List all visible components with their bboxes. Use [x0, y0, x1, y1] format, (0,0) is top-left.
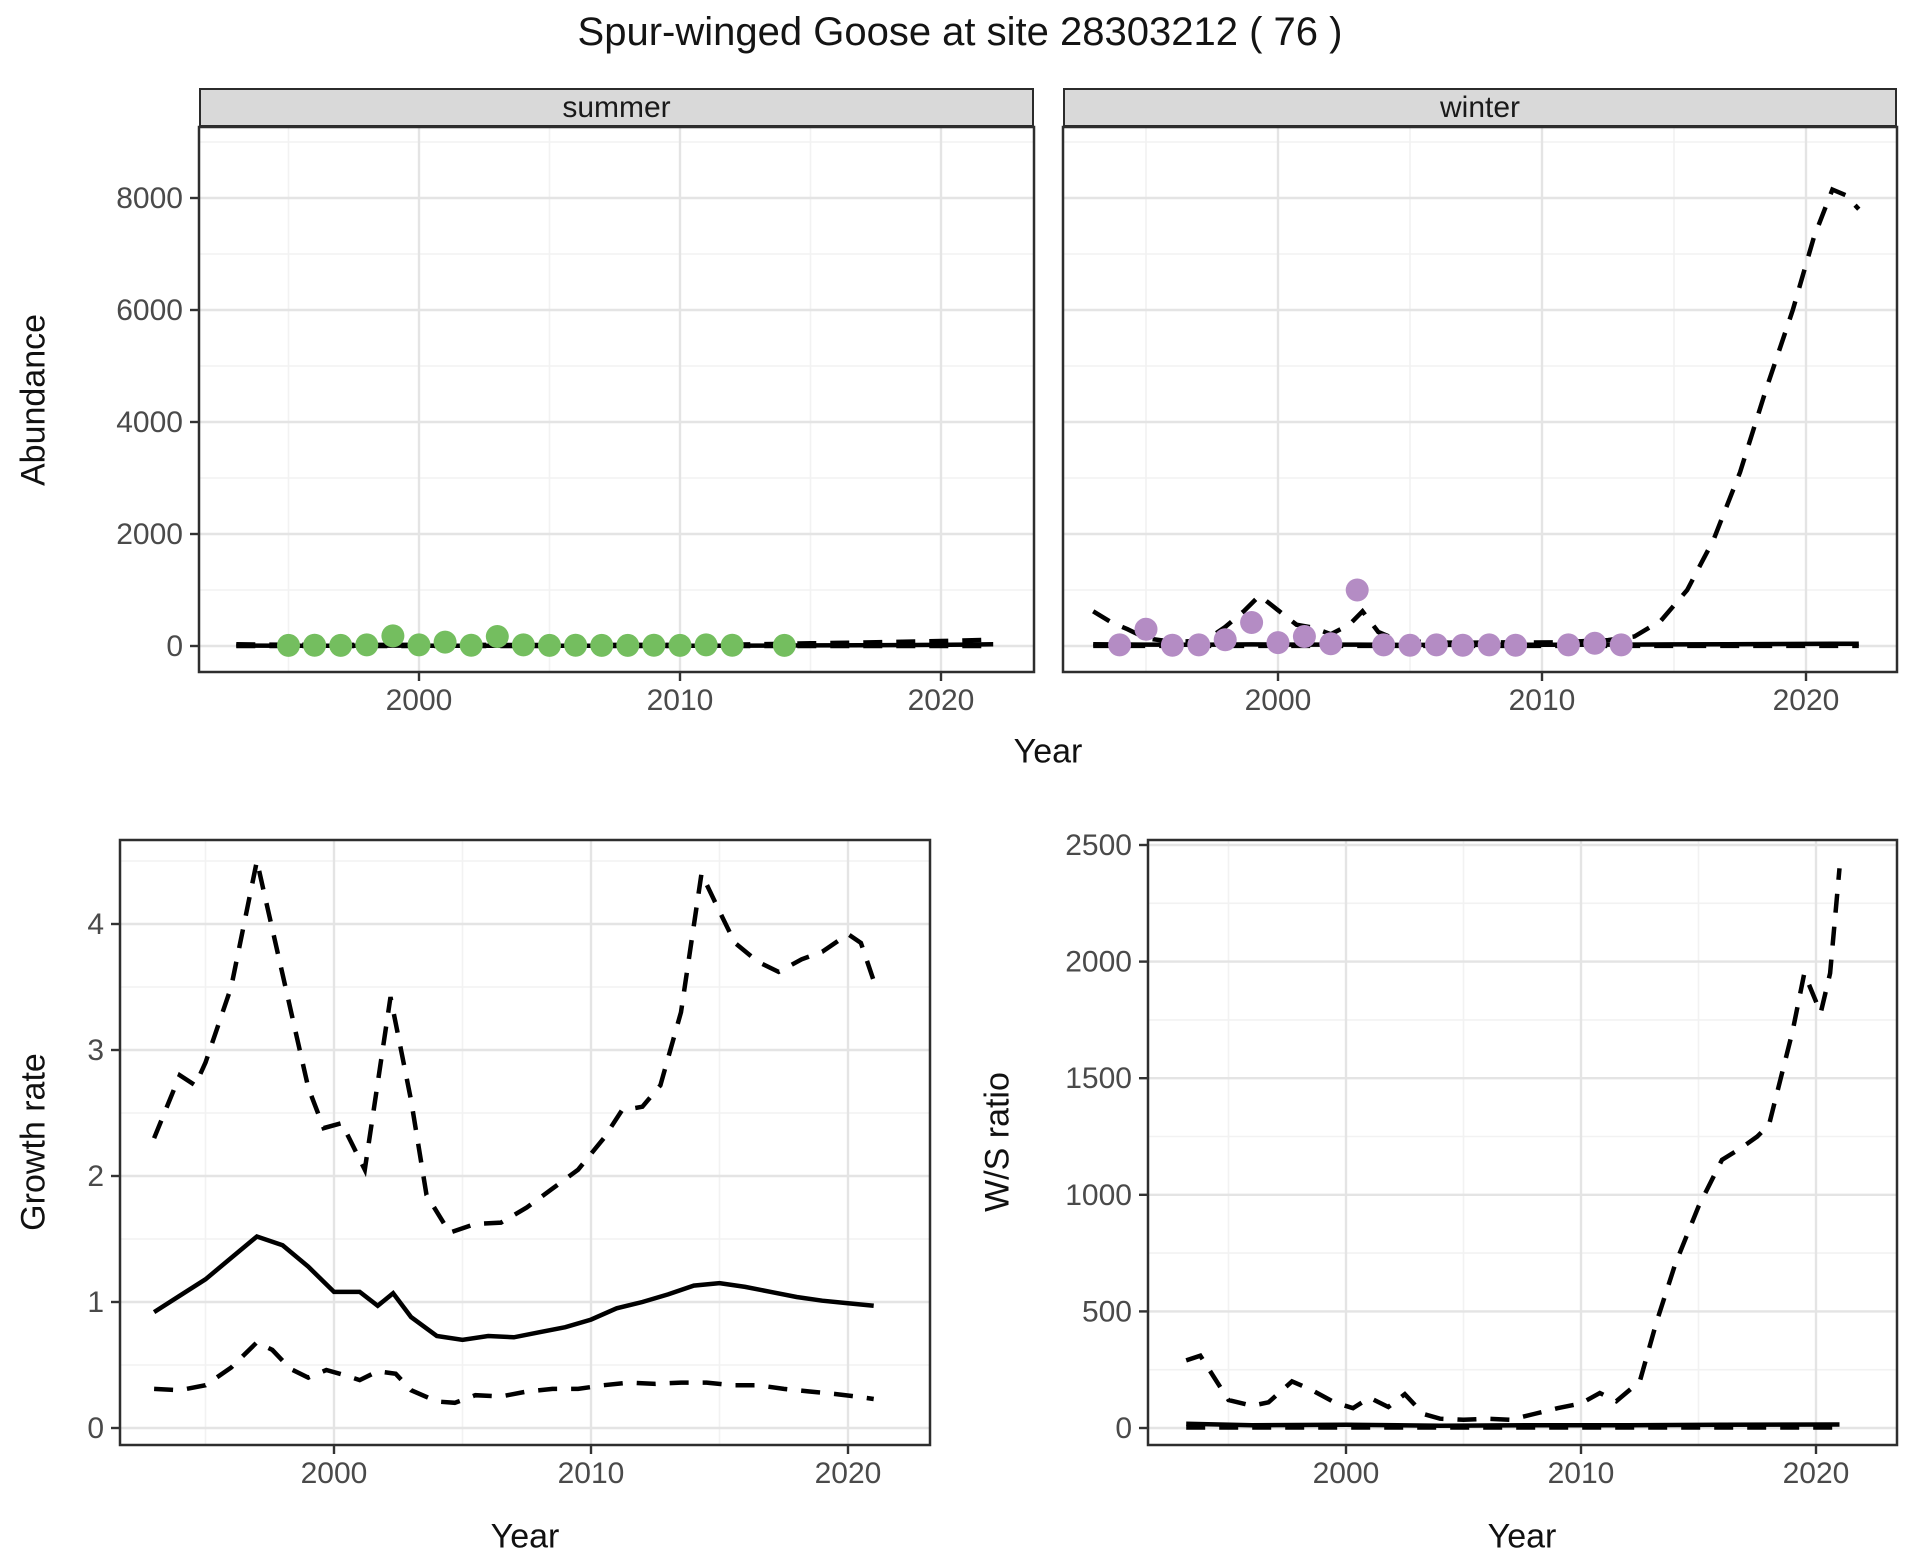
data-point — [1187, 633, 1211, 657]
panel-border — [1146, 838, 1899, 1447]
data-point — [1583, 631, 1607, 655]
panel-abundance-winter: 2000 2010 2020 — [1061, 125, 1899, 717]
panel-border — [118, 838, 932, 1447]
panel-ratio: 2000 2010 2020 0 500 1000 1500 2000 2500 — [1065, 829, 1899, 1490]
data-point — [511, 633, 535, 657]
x-tick-label: 2020 — [815, 1457, 882, 1490]
y-tick-label: 2000 — [1065, 946, 1132, 979]
x-tick-label: 2000 — [386, 684, 453, 717]
data-point — [1451, 633, 1475, 657]
facet-strip-summer: summer — [199, 88, 1034, 127]
data-point — [329, 633, 353, 657]
panel-border — [1061, 125, 1899, 674]
data-point — [1108, 633, 1132, 657]
data-point — [668, 633, 692, 657]
data-point — [1292, 625, 1316, 648]
data-point — [1345, 578, 1369, 602]
y-tick-label: 1000 — [1065, 1179, 1132, 1212]
x-tick-label: 2000 — [1245, 684, 1312, 717]
data-point — [459, 633, 483, 657]
panel-growth: 2000 2010 2020 0 1 2 3 4 — [87, 838, 932, 1490]
data-point — [720, 633, 744, 657]
data-point — [1160, 633, 1184, 657]
data-point — [564, 633, 588, 657]
facet-strip-winter: winter — [1063, 88, 1897, 127]
x-tick-label: 2010 — [558, 1457, 625, 1490]
data-point — [694, 633, 718, 657]
x-tick-label: 2020 — [908, 684, 975, 717]
y-tick-label: 0 — [87, 1412, 104, 1445]
series-growth-ci-upper — [152, 860, 876, 1236]
series-growth-median — [152, 1233, 874, 1343]
data-point — [1319, 632, 1343, 656]
y-tick-label: 500 — [1082, 1295, 1132, 1328]
y-tick-label: 2500 — [1065, 829, 1132, 862]
data-point — [1266, 631, 1290, 655]
year-axis-title-bottom-right: Year — [1487, 1517, 1557, 1556]
series-observed-winter-counts — [1108, 578, 1633, 657]
y-tick-label: 0 — [166, 630, 183, 663]
data-point — [1398, 633, 1422, 657]
y-tick-label: 1 — [87, 1286, 104, 1319]
data-point — [277, 633, 300, 657]
panel-border — [197, 125, 1036, 674]
y-tick-label: 6000 — [116, 294, 183, 327]
y-tick-label: 2000 — [116, 518, 183, 551]
data-point — [433, 630, 457, 654]
series-ci-upper — [1092, 186, 1861, 645]
facet-label-winter: winter — [1439, 90, 1521, 124]
growth-axis-title: Growth rate — [14, 1053, 53, 1231]
data-point — [303, 633, 327, 657]
plot-title: Spur-winged Goose at site 28303212 ( 76 … — [577, 10, 1343, 54]
x-tick-label: 2010 — [647, 684, 714, 717]
data-point — [1240, 611, 1264, 634]
year-axis-title-bottom-left: Year — [490, 1517, 560, 1556]
data-point — [1424, 633, 1448, 657]
data-point — [538, 633, 561, 657]
data-point — [1372, 633, 1396, 657]
data-point — [407, 633, 431, 657]
x-tick-label: 2000 — [301, 1457, 368, 1490]
data-point — [1609, 633, 1633, 657]
data-point — [1556, 633, 1580, 657]
y-tick-label: 4000 — [116, 406, 183, 439]
y-tick-label: 2 — [87, 1160, 104, 1193]
series-observed-summer-counts — [277, 624, 796, 657]
x-tick-label: 2000 — [1313, 1457, 1380, 1490]
data-point — [485, 625, 509, 648]
y-tick-label: 0 — [1115, 1412, 1132, 1445]
data-point — [1477, 633, 1501, 657]
data-point — [772, 633, 796, 657]
data-point — [1213, 628, 1237, 652]
y-tick-label: 1500 — [1065, 1062, 1132, 1095]
data-point — [1504, 633, 1528, 657]
y-tick-label: 8000 — [116, 182, 183, 215]
data-point — [642, 633, 666, 657]
panel-abundance-summer: 2000 2010 2020 0 2000 4000 6000 8000 — [116, 125, 1036, 717]
x-tick-label: 2010 — [1509, 684, 1576, 717]
data-point — [616, 633, 640, 657]
ratio-axis-title: W/S ratio — [978, 1072, 1017, 1212]
data-point — [1134, 617, 1158, 641]
y-tick-label: 3 — [87, 1034, 104, 1067]
series-growth-ci-lower — [153, 1339, 875, 1406]
x-tick-label: 2010 — [1548, 1457, 1615, 1490]
facet-label-summer: summer — [562, 90, 671, 124]
y-tick-label: 4 — [87, 908, 104, 941]
data-point — [381, 624, 405, 648]
data-point — [590, 633, 614, 657]
x-tick-label: 2020 — [1783, 1457, 1850, 1490]
year-axis-title-top: Year — [1013, 732, 1083, 771]
x-tick-label: 2020 — [1773, 684, 1840, 717]
series-ratio-median — [1186, 1421, 1840, 1428]
abundance-axis-title: Abundance — [14, 313, 53, 487]
data-point — [355, 633, 379, 657]
series-ratio-ci-upper — [1185, 868, 1842, 1423]
